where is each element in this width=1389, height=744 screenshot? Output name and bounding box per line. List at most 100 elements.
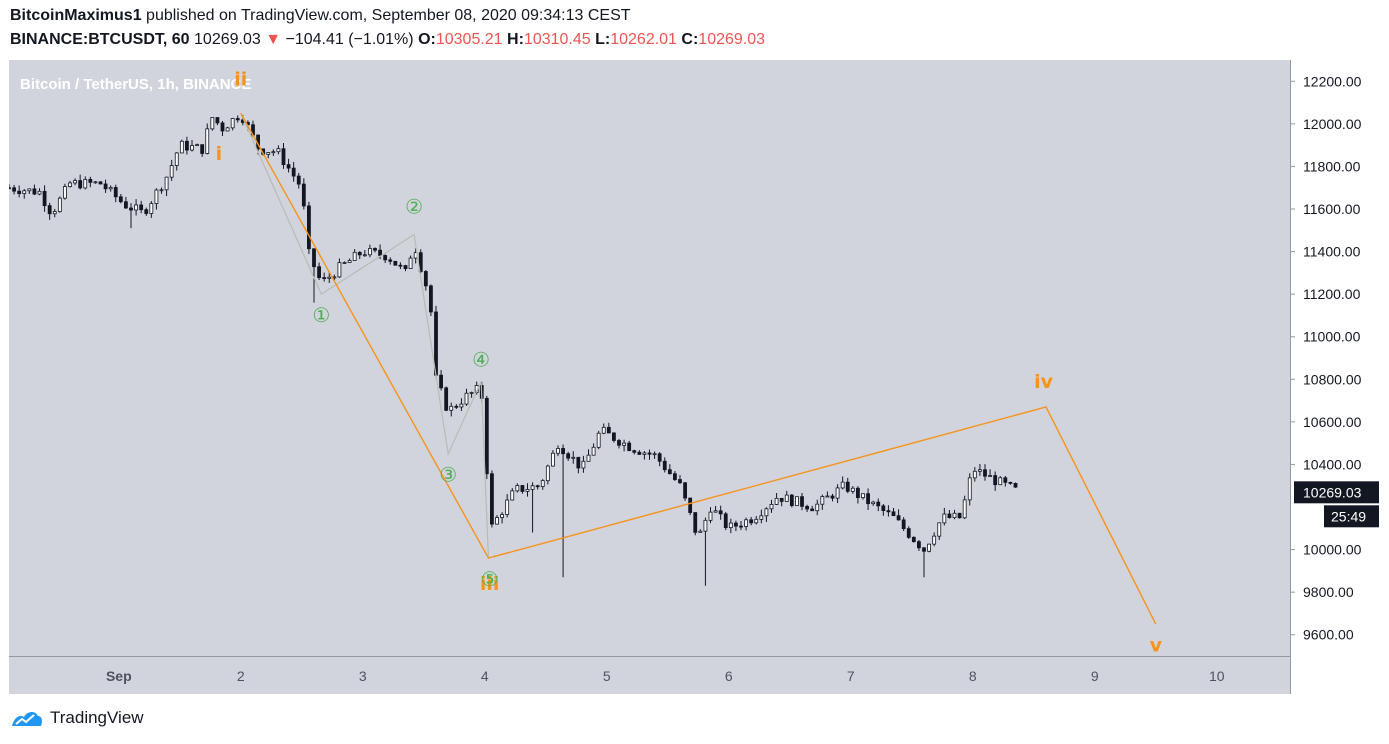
candle-body: [551, 452, 555, 467]
candle-body: [403, 265, 408, 269]
candle-body: [12, 187, 16, 192]
candle-body: [276, 148, 281, 153]
candle-body: [820, 496, 825, 505]
high-value: 10310.45: [523, 31, 591, 48]
time-tick-label: 5: [603, 668, 611, 684]
candle-body: [444, 387, 449, 411]
price-chart[interactable]: Bitcoin / TetherUS, 1h, BINANCE 12200.00 1…: [9, 60, 1381, 694]
candle-body: [113, 187, 118, 198]
candle-body: [978, 469, 982, 472]
sub-wave-label: ⑤: [481, 567, 499, 591]
candle-body: [612, 432, 616, 441]
candle-body: [215, 117, 220, 124]
symbol-label: BINANCE:BTCUSDT, 60: [10, 31, 190, 48]
last-price: 10269.03: [194, 31, 261, 48]
candle-body: [749, 519, 754, 524]
high-label: H:: [507, 31, 524, 48]
candle-body: [520, 485, 525, 492]
candle-body: [683, 482, 687, 499]
candle-body: [972, 470, 977, 479]
candle-body: [856, 487, 860, 499]
sub-wave-label: ①: [312, 303, 330, 327]
current-price-label: 10269.03: [1303, 484, 1362, 500]
candle-body: [708, 511, 713, 521]
candle-body: [388, 259, 393, 262]
candle-body: [942, 513, 947, 524]
time-tick-label: 6: [725, 668, 733, 684]
candle-body: [622, 442, 626, 446]
candle-body: [464, 392, 469, 405]
candle-body: [459, 403, 464, 408]
candle-body: [93, 181, 98, 184]
candle-body: [566, 453, 571, 459]
candle-body: [190, 145, 194, 151]
candle-body: [652, 453, 657, 456]
candle-body: [784, 494, 789, 502]
current-price-tag: [1294, 481, 1379, 504]
candle-body: [154, 189, 159, 204]
candle-body: [637, 451, 642, 455]
candle-body: [266, 152, 271, 155]
candle-body: [586, 454, 591, 462]
time-tick-label: 8: [969, 668, 977, 684]
candle-body: [805, 505, 809, 510]
candle-body: [439, 374, 443, 389]
candle-body: [347, 260, 352, 263]
candle-body: [596, 432, 601, 448]
candle-body: [317, 266, 321, 278]
sub-wave-line: [240, 112, 490, 559]
candle-body: [662, 460, 667, 471]
candle-body: [63, 186, 67, 199]
time-tick-label: 7: [847, 668, 855, 684]
candle-body: [362, 254, 367, 257]
candle-body: [47, 205, 52, 215]
countdown-tag: [1324, 505, 1379, 528]
candle-body: [418, 252, 423, 272]
price-tick-label: 11400.00: [1303, 244, 1361, 260]
candle-body: [525, 489, 530, 492]
candle-body: [789, 494, 794, 507]
time-tick-label: 4: [481, 668, 489, 684]
candle-body: [962, 499, 967, 519]
price-tick-label: 11600.00: [1303, 201, 1361, 217]
sub-wave-label: ④: [472, 348, 490, 372]
candle-body: [78, 180, 83, 189]
candle-body: [500, 514, 504, 518]
candle-body: [235, 118, 240, 121]
candle-body: [124, 201, 128, 209]
author-name[interactable]: BitcoinMaximus1: [10, 7, 142, 24]
price-axis-background: [1290, 60, 1381, 656]
open-value: 10305.21: [435, 31, 503, 48]
price-tick-label: 12000.00: [1303, 116, 1362, 132]
candle-body: [876, 501, 881, 507]
sub-wave-label: ③: [439, 462, 457, 486]
low-value: 10262.01: [610, 31, 677, 48]
candle-body: [159, 189, 164, 192]
main-wave-label: iii: [480, 573, 500, 595]
chart-container[interactable]: Bitcoin / TetherUS, 1h, BINANCE 12200.00 1…: [9, 60, 1381, 694]
candle-body: [850, 487, 855, 492]
candle-body: [606, 426, 611, 434]
candle-body: [393, 260, 398, 266]
candle-body: [505, 499, 510, 515]
candle-body: [134, 204, 138, 211]
candle-body: [469, 392, 474, 394]
candle-body: [322, 277, 327, 279]
candle-body: [449, 405, 454, 411]
candle-body: [947, 513, 952, 519]
candle-body: [373, 248, 377, 251]
tradingview-logo-icon: [12, 711, 42, 726]
candle-body: [728, 522, 733, 529]
candle-body: [911, 536, 916, 543]
candle-body: [357, 251, 362, 256]
price-tick-label: 10600.00: [1303, 414, 1362, 430]
low-label: L:: [595, 31, 611, 48]
time-tick-label: 10: [1209, 668, 1225, 684]
candle-body: [723, 513, 728, 529]
candle-body: [398, 264, 403, 267]
candle-body: [9, 187, 11, 190]
plot-background: [9, 60, 1290, 656]
candle-body: [556, 448, 560, 454]
price-tick-label: 11000.00: [1303, 329, 1361, 345]
tradingview-brand[interactable]: TradingView: [50, 708, 144, 727]
